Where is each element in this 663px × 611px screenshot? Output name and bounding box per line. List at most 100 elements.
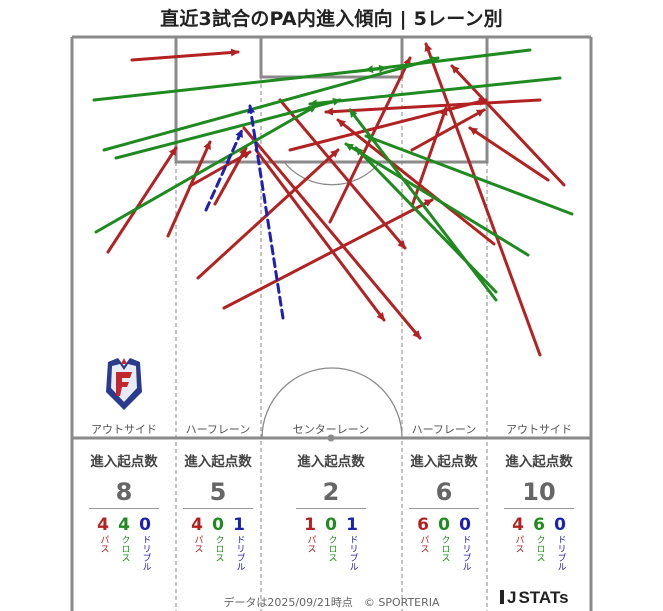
pass-count-group: 4 パス [511, 515, 525, 571]
stats-header: 進入起点数 [505, 454, 573, 470]
stats-header: 進入起点数 [410, 454, 478, 470]
stats-lane-outside-right: 進入起点数 10 4 パス 6 クロス 0 ドリブル [487, 450, 591, 571]
stats-total: 8 [89, 476, 159, 509]
stats-total: 5 [183, 476, 253, 509]
cross-count: 0 [325, 515, 337, 535]
cross-count: 6 [533, 515, 545, 535]
cross-count-group: 0 クロス [437, 515, 451, 571]
pass-arrow [468, 126, 550, 182]
pass-arrow [213, 146, 248, 206]
cross-label: クロス [213, 535, 224, 562]
stats-lane-halfspace-left: 進入起点数 5 4 パス 0 クロス 1 ドリブル [166, 450, 270, 571]
cross-label: クロス [119, 535, 130, 562]
dribble-count: 0 [554, 515, 566, 535]
pass-arrow [336, 118, 496, 246]
pass-count-group: 4 パス [96, 515, 110, 571]
cross-arrow [92, 64, 388, 102]
dribble-arrow [247, 104, 285, 320]
pass-label: パス [305, 535, 316, 553]
lane-label-halfspace-left: ハーフレーン [185, 423, 251, 436]
pass-arrow [130, 48, 240, 62]
dribble-count-group: 0 ドリブル [138, 515, 152, 571]
cross-label: クロス [534, 535, 545, 562]
stats-header: 進入起点数 [184, 454, 252, 470]
stats-header: 進入起点数 [297, 454, 365, 470]
pass-label: パス [98, 535, 109, 553]
cross-label: クロス [326, 535, 337, 562]
pass-arrow [242, 126, 422, 340]
dribble-label: ドリブル [140, 535, 151, 571]
dribble-count: 1 [233, 515, 245, 535]
cross-count-group: 4 クロス [117, 515, 131, 571]
penalty-area [174, 35, 489, 164]
dribble-count-group: 0 ドリブル [553, 515, 567, 571]
pass-label: パス [192, 535, 203, 553]
pass-arrow [288, 97, 488, 152]
cross-arrow [348, 108, 498, 302]
pass-count: 4 [512, 515, 524, 535]
dribble-count-group: 1 ドリブル [345, 515, 359, 571]
center-spot [327, 434, 335, 442]
cross-count-group: 0 クロス [211, 515, 225, 571]
cross-count: 0 [212, 515, 224, 535]
stats-total: 6 [409, 476, 479, 509]
lane-label-halfspace-right: ハーフレーン [411, 423, 477, 436]
pitch-lines [70, 35, 593, 611]
lane-label-center: センターレーン [292, 423, 370, 436]
logo-text: STATs [518, 588, 569, 607]
pass-arrow [278, 98, 407, 250]
dribble-label: ドリブル [460, 535, 471, 571]
cross-count-group: 0 クロス [324, 515, 338, 571]
dribble-label: ドリブル [347, 535, 358, 571]
cross-label: クロス [439, 535, 450, 562]
pass-arrow [166, 140, 212, 238]
stats-lane-halfspace-right: 進入起点数 6 6 パス 0 クロス 0 ドリブル [392, 450, 496, 571]
dribble-count-group: 0 ドリブル [458, 515, 472, 571]
logo-bar-icon [500, 590, 504, 604]
pass-arrow [410, 106, 448, 208]
pass-count: 4 [97, 515, 109, 535]
pass-arrow [222, 198, 434, 310]
cross-arrow [364, 134, 574, 216]
cross-arrow [364, 48, 532, 74]
pass-arrow [106, 146, 178, 254]
footer-credit: データは2025/09/21時点 © SPORTERIA [223, 596, 440, 609]
pass-count: 6 [417, 515, 429, 535]
pass-count: 1 [304, 515, 316, 535]
cross-arrow [344, 142, 530, 257]
stats-total: 10 [504, 476, 574, 509]
cross-count: 0 [438, 515, 450, 535]
goal-area [259, 35, 404, 79]
cross-arrow [102, 56, 440, 152]
pass-arrow [324, 98, 542, 116]
cross-count-group: 6 クロス [532, 515, 546, 571]
pass-count-group: 6 パス [416, 515, 430, 571]
dribble-count: 0 [139, 515, 151, 535]
pass-label: パス [513, 535, 524, 553]
cross-arrow [114, 97, 342, 160]
stats-lane-outside-left: 進入起点数 8 4 パス 4 クロス 0 ドリブル [72, 450, 176, 571]
dribble-count: 1 [346, 515, 358, 535]
dribble-label: ドリブル [234, 535, 245, 571]
pass-label: パス [418, 535, 429, 553]
pass-arrow [410, 108, 486, 152]
team-emblem [106, 358, 142, 410]
cross-arrow [94, 104, 318, 234]
logo-prefix: J [507, 588, 517, 607]
pass-count-group: 4 パス [190, 515, 204, 571]
arrows-layer [92, 42, 574, 357]
stats-logo: J STATs [500, 588, 569, 608]
pass-count: 4 [191, 515, 203, 535]
lane-label-outside-right: アウトサイド [506, 423, 572, 436]
center-circle [261, 367, 403, 439]
cross-count: 4 [118, 515, 130, 535]
penalty-arc [283, 161, 381, 186]
dribble-arrow [204, 128, 244, 212]
dribble-label: ドリブル [555, 535, 566, 571]
stats-lane-center: 進入起点数 2 1 パス 0 クロス 1 ドリブル [279, 450, 383, 571]
cross-arrow [308, 76, 562, 108]
pass-count-group: 1 パス [303, 515, 317, 571]
pass-arrow [424, 42, 542, 357]
pass-arrow [328, 56, 412, 224]
